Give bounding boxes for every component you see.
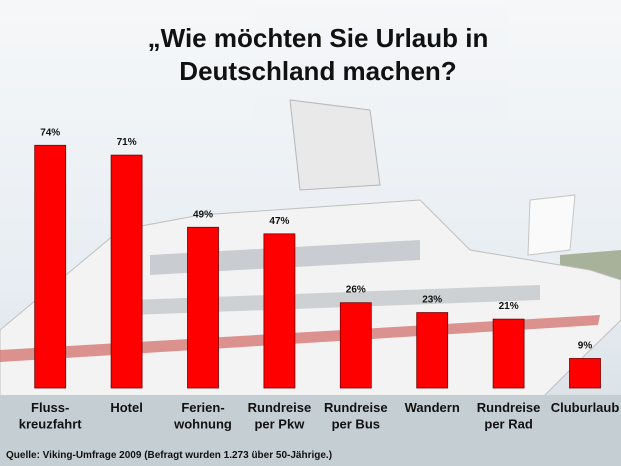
x-tick-label: Cluburlaub (551, 400, 620, 415)
bar (110, 154, 143, 389)
value-label: 74% (40, 127, 60, 138)
value-label: 21% (499, 301, 519, 312)
source-note: Quelle: Viking-Umfrage 2009 (Befragt wur… (6, 450, 332, 461)
bar (187, 226, 219, 389)
value-label: 49% (193, 209, 213, 220)
chart-title: „Wie möchten Sie Urlaub in Deutschland ma… (148, 23, 489, 86)
bar (416, 312, 449, 389)
x-tick-label: Ferien-wohnung (173, 400, 232, 432)
x-tick-label: Fluss-kreuzfahrt (19, 400, 83, 432)
x-tick-label: Rundreise per Bus (324, 400, 388, 432)
bar (492, 318, 525, 389)
x-tick-label: Rundreise per Pkw (248, 400, 312, 432)
value-label: 47% (269, 216, 289, 227)
x-tick-label: Wandern (405, 400, 460, 415)
bar (339, 302, 372, 389)
bar (569, 358, 601, 389)
bar (34, 144, 67, 389)
value-label: 9% (578, 340, 593, 351)
value-label: 26% (346, 285, 366, 296)
bar (263, 233, 296, 389)
value-label: 23% (422, 295, 442, 306)
value-label: 71% (117, 137, 137, 148)
x-tick-label: Rundreise per Rad (477, 400, 541, 432)
x-tick-label: Hotel (110, 400, 143, 415)
